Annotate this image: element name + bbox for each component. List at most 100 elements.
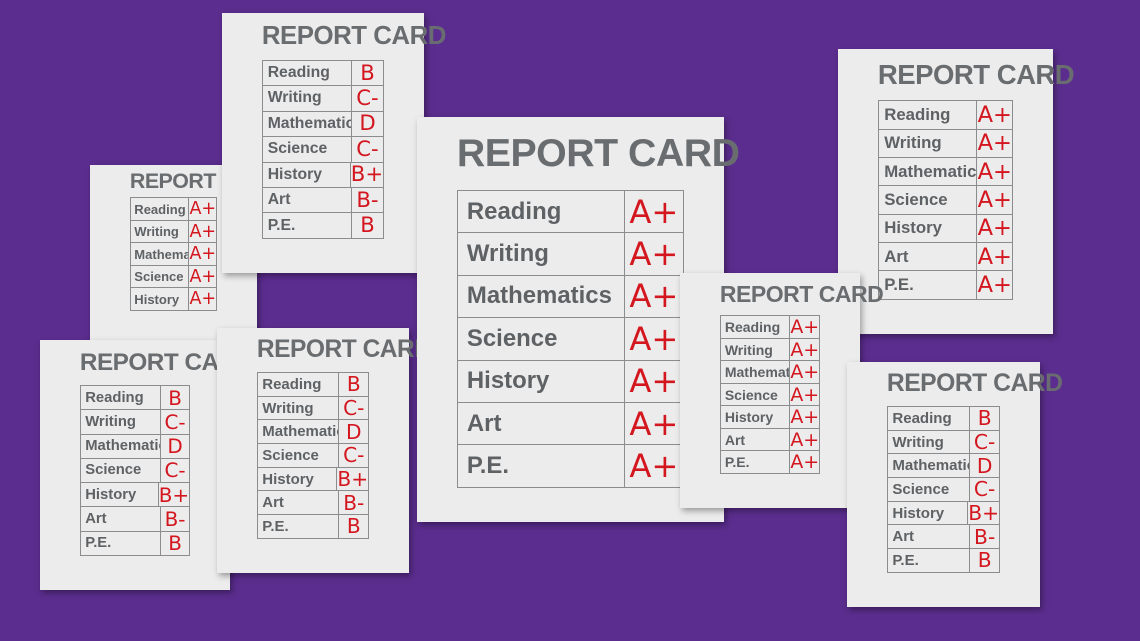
grade: A+ bbox=[623, 445, 684, 487]
grade: D bbox=[338, 420, 368, 444]
grade-row: Science C- bbox=[887, 477, 1000, 501]
grade-row: Art B- bbox=[887, 524, 1000, 549]
grade-row: Science A+ bbox=[878, 185, 1013, 214]
grade-row: MathematicsD bbox=[887, 453, 1000, 478]
subject: Writing bbox=[884, 133, 942, 153]
card-title: REPORT CARD bbox=[456, 131, 740, 175]
grade: A+ bbox=[623, 275, 684, 318]
subject: Art bbox=[85, 510, 107, 527]
grade: B bbox=[338, 372, 368, 396]
subject: Reading bbox=[267, 64, 330, 82]
grade-table: ReadingA+WritingA+MathematicsA+ScienceA+… bbox=[719, 315, 821, 474]
grade-row: P.E. A+ bbox=[878, 270, 1013, 299]
report-card: REPORT CARD Reading B Writing C-MathematicsD… bbox=[217, 328, 432, 573]
subject: Science bbox=[724, 386, 778, 403]
grade: A+ bbox=[188, 220, 217, 243]
grade-row: P.E. B bbox=[887, 548, 1000, 572]
grade: A+ bbox=[789, 406, 820, 429]
subject: Science bbox=[85, 462, 142, 479]
grade: C- bbox=[159, 410, 189, 434]
grade: A+ bbox=[976, 101, 1012, 129]
grade: B- bbox=[350, 188, 383, 213]
grade-row: Reading A+ bbox=[879, 101, 1012, 129]
subject: Science bbox=[134, 269, 184, 285]
grade: B bbox=[159, 386, 189, 410]
subject: Reading bbox=[466, 197, 562, 225]
grade: B bbox=[350, 213, 383, 238]
card-title: REPORT CARD bbox=[256, 336, 432, 363]
subject: P.E. bbox=[466, 452, 510, 480]
subject: Reading bbox=[85, 389, 144, 406]
grade-table: ReadingBWritingC-MathematicsDScienceC-Hi… bbox=[256, 372, 370, 539]
grade-table: ReadingBWritingC-MathematicsDScienceC-Hi… bbox=[79, 385, 191, 556]
grade-row: P.E. B bbox=[80, 530, 190, 555]
grade-row: Writing C- bbox=[257, 395, 369, 420]
grade-row: Reading A+ bbox=[131, 198, 216, 220]
report-card: REPORT CARD Reading B Writing C-MathematicsD… bbox=[847, 362, 1063, 607]
grade-row: Science C- bbox=[80, 457, 190, 482]
subject: Writing bbox=[262, 399, 314, 417]
grade-row: Art A+ bbox=[878, 242, 1013, 271]
grade-row: Writing A+ bbox=[720, 337, 820, 361]
grade-row: Reading B bbox=[888, 406, 999, 430]
grade-row: MathematicsD bbox=[257, 419, 369, 444]
subject: Writing bbox=[892, 433, 944, 451]
subject: Mathematics bbox=[85, 438, 160, 455]
grade: A+ bbox=[976, 214, 1012, 243]
subject: Mathematics bbox=[884, 161, 977, 181]
grade: C- bbox=[969, 477, 999, 501]
grade-row: History B+ bbox=[80, 482, 190, 507]
subject: Science bbox=[884, 190, 948, 210]
grade: A+ bbox=[976, 271, 1012, 299]
subject: History bbox=[724, 409, 774, 426]
grade-row: Science A+ bbox=[720, 382, 820, 406]
subject: Science bbox=[466, 324, 558, 352]
grade: B- bbox=[969, 525, 999, 549]
subject: History bbox=[466, 367, 550, 395]
grade-row: MathematicsD bbox=[80, 433, 190, 458]
subject: Mathematics bbox=[134, 246, 189, 262]
subject: History bbox=[892, 504, 945, 522]
subject: History bbox=[262, 470, 314, 488]
grade: B bbox=[350, 61, 383, 86]
subject: P.E. bbox=[85, 535, 112, 552]
subject: Reading bbox=[134, 201, 186, 217]
subject: Mathematics bbox=[466, 282, 612, 310]
subject: P.E. bbox=[892, 551, 919, 569]
grade: A+ bbox=[623, 318, 684, 360]
grade: C- bbox=[338, 396, 368, 420]
subject: History bbox=[267, 165, 322, 183]
grade: A+ bbox=[789, 383, 820, 406]
grade-row: Science A+ bbox=[457, 317, 684, 360]
grade: C- bbox=[159, 458, 189, 482]
grade: C- bbox=[350, 137, 383, 162]
grade-row: P.E. A+ bbox=[720, 450, 820, 473]
card-title: REPORT CARD bbox=[719, 281, 884, 307]
grade-row: Art B- bbox=[262, 186, 384, 213]
grade-row: History A+ bbox=[457, 359, 684, 402]
subject: Art bbox=[724, 431, 746, 448]
grade: D bbox=[159, 434, 189, 458]
subject: Art bbox=[892, 528, 915, 546]
grade-row: History A+ bbox=[720, 405, 820, 429]
subject: Reading bbox=[724, 319, 781, 336]
grade: B- bbox=[159, 507, 189, 531]
subject: Reading bbox=[262, 375, 322, 393]
grade: B+ bbox=[157, 482, 190, 507]
grade-row: Mathematics A+ bbox=[457, 274, 684, 318]
subject: Art bbox=[466, 409, 502, 437]
card-title: REPORT CARD bbox=[261, 22, 447, 50]
subject: P.E. bbox=[267, 216, 296, 234]
subject: Science bbox=[892, 480, 950, 498]
subject: Mathematics bbox=[892, 457, 969, 475]
grade-row: Science C- bbox=[262, 136, 384, 162]
grade-row: Reading A+ bbox=[721, 316, 819, 338]
grade: B- bbox=[338, 491, 368, 515]
grade: A+ bbox=[789, 361, 820, 384]
